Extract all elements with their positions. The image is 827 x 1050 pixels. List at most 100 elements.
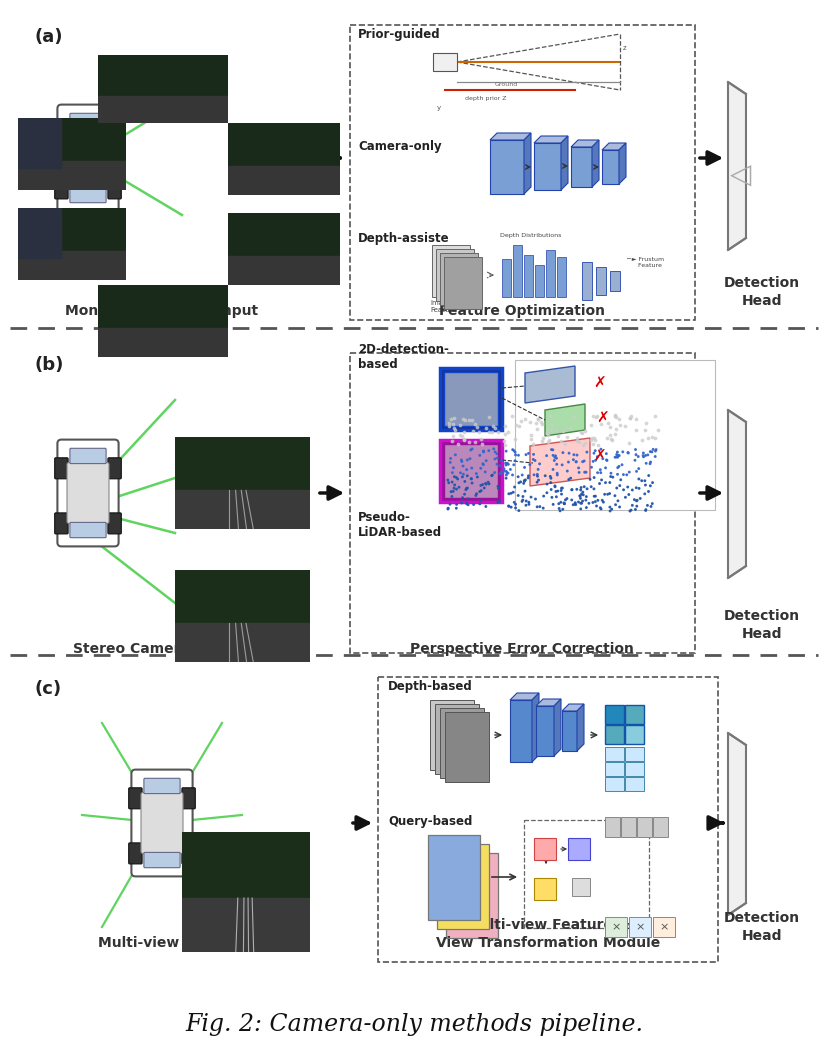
Text: depth prior Z: depth prior Z [465, 96, 506, 101]
Text: ✗: ✗ [596, 411, 609, 425]
Bar [581, 262, 591, 300]
Bar [443, 372, 497, 426]
Text: Pseudo-
LiDAR-based: Pseudo- LiDAR-based [357, 511, 442, 539]
Bar [629, 917, 650, 937]
Polygon shape [535, 699, 561, 706]
Polygon shape [553, 699, 561, 756]
FancyBboxPatch shape [69, 187, 106, 203]
Bar [534, 265, 543, 297]
Text: camera: camera [434, 54, 453, 59]
FancyBboxPatch shape [182, 843, 195, 864]
Polygon shape [601, 143, 625, 150]
Text: Depth Distributions: Depth Distributions [500, 233, 561, 238]
Bar [605, 762, 624, 776]
FancyBboxPatch shape [108, 512, 121, 533]
Text: Detection
Head: Detection Head [723, 609, 799, 640]
Text: (a): (a) [35, 28, 64, 46]
Bar [443, 444, 497, 498]
Text: ✗: ✗ [593, 376, 605, 391]
Polygon shape [524, 366, 574, 403]
Text: ─ ► Frustum
      Feature: ─ ► Frustum Feature [625, 257, 663, 268]
Text: ×: × [610, 922, 620, 932]
Text: Prior-guided: Prior-guided [357, 28, 440, 41]
Text: Detection
Head: Detection Head [723, 275, 799, 308]
Polygon shape [562, 704, 583, 711]
Bar [605, 817, 619, 837]
Text: Stereo Camera Input: Stereo Camera Input [74, 642, 237, 656]
Bar [535, 706, 553, 756]
Bar [501, 259, 510, 297]
Bar [605, 724, 624, 744]
FancyBboxPatch shape [55, 512, 68, 533]
Polygon shape [619, 143, 625, 184]
Bar [523, 820, 648, 928]
Bar [545, 250, 554, 297]
Bar [571, 147, 591, 187]
FancyBboxPatch shape [108, 458, 121, 479]
Bar [439, 368, 501, 430]
FancyBboxPatch shape [108, 177, 121, 198]
FancyBboxPatch shape [128, 788, 142, 808]
Bar [624, 762, 643, 776]
Text: y: y [437, 105, 441, 111]
Polygon shape [532, 693, 538, 762]
Bar [439, 708, 484, 778]
Polygon shape [571, 140, 598, 147]
Bar [350, 25, 694, 320]
Bar [446, 853, 497, 938]
Bar [434, 704, 479, 774]
Bar [439, 253, 477, 304]
Polygon shape [533, 136, 567, 143]
Text: Depth-based: Depth-based [388, 680, 472, 693]
Text: Monocular Camera Input: Monocular Camera Input [65, 304, 258, 318]
Bar [429, 700, 473, 770]
Text: ✗: ✗ [593, 448, 605, 463]
Bar [533, 878, 555, 900]
Bar [433, 52, 457, 71]
Bar [605, 777, 624, 791]
Text: Query-based: Query-based [388, 815, 472, 828]
Bar [509, 700, 532, 762]
Polygon shape [727, 410, 745, 578]
FancyBboxPatch shape [128, 843, 142, 864]
Bar [571, 878, 590, 896]
Polygon shape [591, 140, 598, 187]
Bar [523, 255, 533, 297]
Text: Feature Optimization: Feature Optimization [438, 304, 605, 318]
Polygon shape [529, 438, 590, 486]
Bar [513, 245, 521, 297]
Text: Ground: Ground [495, 82, 518, 87]
Polygon shape [727, 733, 745, 915]
Text: Image: Image [429, 300, 451, 306]
Text: Multi-view Input: Multi-view Input [98, 936, 226, 950]
Text: ◁: ◁ [729, 161, 750, 189]
Polygon shape [509, 693, 538, 700]
Polygon shape [544, 404, 585, 436]
FancyBboxPatch shape [55, 458, 68, 479]
Bar [601, 150, 619, 184]
FancyBboxPatch shape [55, 177, 68, 198]
Bar [533, 143, 561, 190]
Polygon shape [561, 136, 567, 190]
Text: ×: × [634, 922, 644, 932]
Polygon shape [523, 133, 530, 194]
Text: Camera-only: Camera-only [357, 140, 441, 153]
Bar [595, 267, 605, 295]
Bar [443, 257, 481, 309]
Bar [436, 249, 473, 301]
Bar [439, 440, 501, 502]
Bar [605, 917, 626, 937]
Text: Fig. 2: Camera-only methods pipeline.: Fig. 2: Camera-only methods pipeline. [184, 1013, 643, 1036]
Bar [533, 838, 555, 860]
Bar [378, 677, 717, 962]
Bar [350, 353, 694, 653]
Text: Depth-assiste: Depth-assiste [357, 232, 449, 245]
FancyBboxPatch shape [182, 788, 195, 808]
Bar [444, 712, 489, 782]
Text: Feature: Feature [429, 307, 456, 313]
Polygon shape [576, 704, 583, 751]
FancyBboxPatch shape [144, 778, 180, 794]
FancyBboxPatch shape [67, 127, 109, 189]
FancyBboxPatch shape [108, 123, 121, 144]
Text: 2D-detection-
based: 2D-detection- based [357, 343, 448, 371]
